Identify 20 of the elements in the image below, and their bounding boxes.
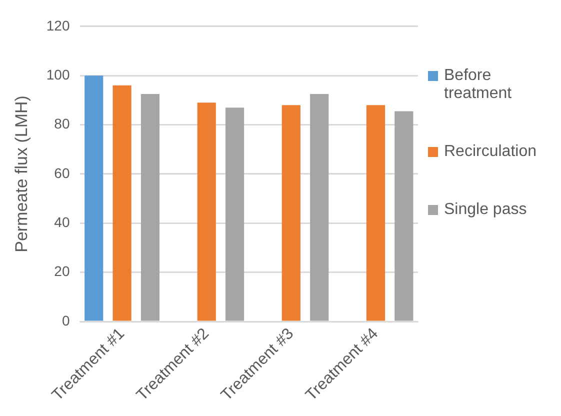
bar	[225, 108, 244, 321]
y-tick-label: 80	[54, 116, 70, 132]
y-axis-title: Permeate flux (LMH)	[12, 96, 31, 252]
bar	[112, 85, 132, 321]
y-tick-label: 0	[62, 312, 70, 328]
bar	[366, 105, 386, 321]
bar	[197, 102, 216, 321]
y-tick-label: 40	[54, 214, 70, 230]
bar	[84, 76, 104, 321]
y-tick-label: 100	[46, 66, 70, 82]
legend-label: Before treatment	[444, 67, 513, 103]
bar	[282, 105, 300, 321]
bar	[394, 111, 414, 321]
legend-label: Recirculation	[444, 143, 536, 161]
legend-label: Single pass	[444, 201, 527, 219]
bar	[140, 94, 160, 321]
y-tick-label: 60	[54, 164, 70, 181]
y-tick-label: 20	[54, 263, 70, 280]
y-tick-label: 120	[46, 17, 70, 34]
bar	[310, 94, 329, 321]
